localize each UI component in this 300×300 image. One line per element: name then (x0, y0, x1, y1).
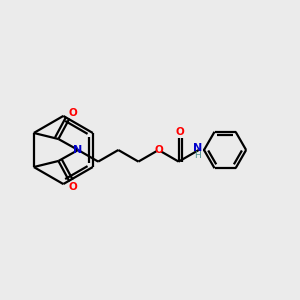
Text: O: O (154, 145, 163, 155)
Text: O: O (176, 127, 184, 136)
Text: H: H (194, 151, 201, 160)
Text: N: N (74, 145, 83, 155)
Text: N: N (193, 142, 202, 152)
Text: O: O (68, 108, 77, 118)
Text: O: O (68, 182, 77, 192)
